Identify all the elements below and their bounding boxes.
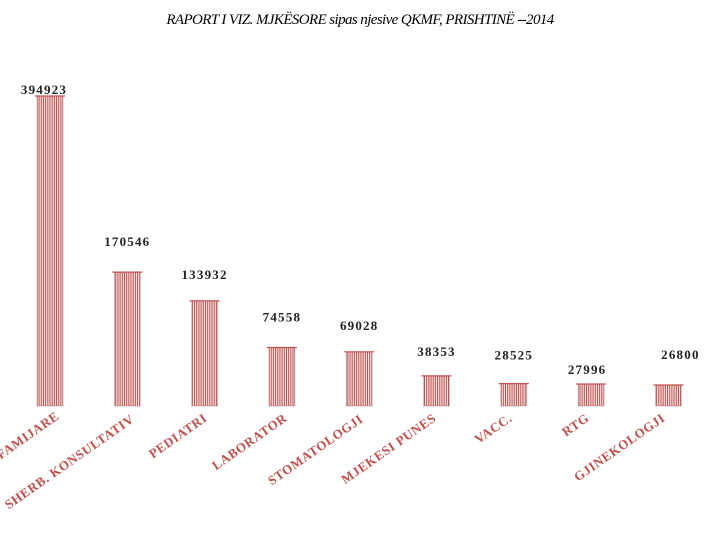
category-label: SHERB. KONSULTATIV	[2, 411, 137, 512]
category-label: PEDIATRI	[146, 410, 210, 461]
category-label: VACC.	[472, 410, 515, 446]
bar	[189, 300, 220, 407]
value-label: 38353	[417, 344, 456, 359]
category-label: LABORATOR	[209, 410, 290, 473]
value-label: 28525	[495, 348, 534, 363]
chart-title: RAPORT I VIZ. MJKËSORE sipas njesive QKM…	[166, 12, 554, 28]
bar	[653, 384, 684, 407]
bar	[344, 351, 375, 407]
value-label: 74558	[263, 309, 302, 324]
bar	[266, 346, 297, 407]
value-label: 26800	[661, 347, 700, 362]
value-label: 394923	[21, 82, 67, 97]
category-label: RTG	[559, 410, 592, 439]
value-labels: 394923 170546 133932 74558 69028 38353 28525 27…	[21, 82, 700, 377]
value-label: 133932	[181, 267, 227, 282]
value-label: 170546	[104, 234, 150, 249]
bar	[498, 383, 529, 407]
bars-layer	[35, 95, 684, 407]
bar	[421, 375, 452, 407]
bar	[35, 95, 65, 407]
value-label: 27996	[568, 362, 607, 377]
category-label: FAMIJARE	[0, 408, 62, 462]
bar	[112, 271, 143, 407]
value-label: 69028	[340, 318, 379, 333]
bar	[576, 383, 607, 407]
